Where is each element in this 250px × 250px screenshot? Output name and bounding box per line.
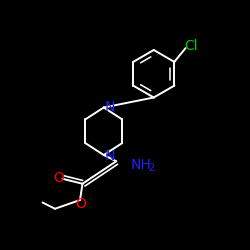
Text: O: O: [53, 171, 64, 185]
Text: N: N: [105, 148, 115, 162]
Text: 2: 2: [149, 163, 155, 173]
Text: NH: NH: [130, 158, 151, 172]
Text: O: O: [76, 198, 86, 211]
Text: Cl: Cl: [184, 39, 198, 53]
Text: N: N: [105, 100, 115, 114]
